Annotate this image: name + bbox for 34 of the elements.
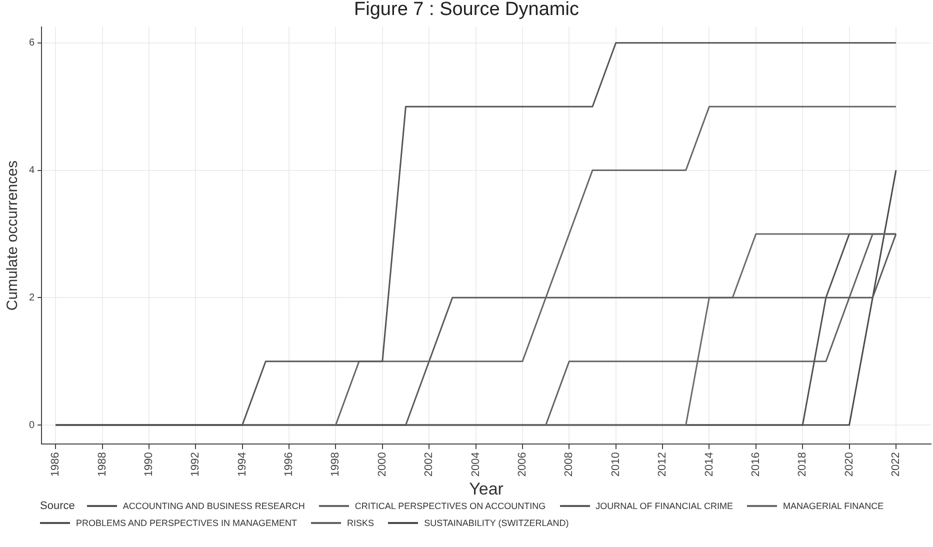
x-tick-label: 2004 [470,452,482,477]
x-tick-label: 2020 [843,452,856,477]
legend-title: Source [40,500,75,512]
y-tick-label: 4 [29,165,35,176]
x-tick-label: 2000 [376,452,388,477]
legend-label: RISKS [347,518,374,528]
x-tick-label: 2018 [796,452,809,477]
x-axis-title: Year [469,479,504,498]
y-tick-label: 2 [29,292,35,304]
legend-label: MANAGERIAL FINANCE [782,501,884,511]
x-tick-label: 1992 [190,452,202,477]
x-tick-label: 2016 [750,452,762,477]
x-tick-label: 2008 [563,452,576,477]
x-tick-label: 2014 [703,452,716,477]
x-tick-label: 2012 [656,452,669,477]
chart-title: Figure 7 : Source Dynamic [353,0,580,20]
x-tick-label: 2006 [516,452,528,477]
legend-label: PROBLEMS AND PERSPECTIVES IN MANAGEMENT [76,518,298,528]
legend-label: JOURNAL OF FINANCIAL CRIME [596,501,733,511]
x-tick-label: 1990 [142,452,155,477]
x-tick-label: 2002 [423,452,436,477]
x-tick-label: 2010 [610,452,622,477]
y-tick-label: 6 [29,38,35,49]
legend-label: CRITICAL PERSPECTIVES ON ACCOUNTING [354,501,546,511]
legend-label: ACCOUNTING AND BUSINESS RESEARCH [122,501,305,511]
y-axis-title: Cumulate occurrences [4,160,22,311]
legend-label: SUSTAINABILITY (SWITZERLAND) [424,518,569,528]
x-tick-label: 1996 [283,452,296,477]
x-tick-label: 1998 [330,452,342,477]
x-tick-label: 1988 [96,452,108,477]
y-tick-label: 0 [29,420,35,431]
x-tick-label: 2022 [890,452,902,477]
x-tick-label: 1986 [50,452,62,477]
x-tick-label: 1994 [236,452,248,477]
